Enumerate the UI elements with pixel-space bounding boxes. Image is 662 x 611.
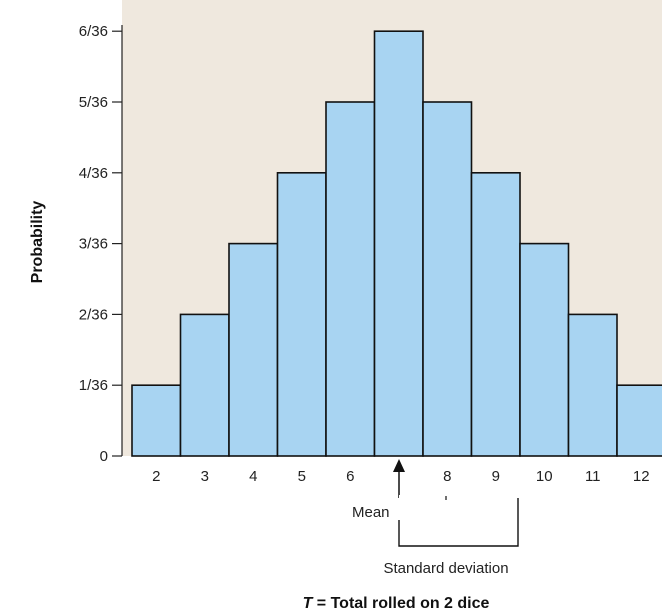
bar-2 — [131, 384, 182, 457]
bar-12 — [616, 384, 662, 457]
bar-11 — [567, 313, 618, 457]
bar-5 — [276, 172, 327, 457]
y-ticks-group: 0 1/36 2/36 3/36 4/36 5/36 6/36 — [79, 23, 122, 465]
x-tick-label-12: 12 — [633, 468, 650, 485]
bar-8 — [422, 101, 473, 457]
y-tick-label: 0 — [100, 448, 108, 465]
bar-10 — [519, 242, 570, 457]
x-axis-label-rest: = Total rolled on 2 dice — [312, 595, 489, 611]
y-tick-label: 4/36 — [79, 165, 108, 182]
y-tick-label: 2/36 — [79, 306, 108, 323]
bar-9 — [470, 172, 521, 457]
std-label: Standard deviation — [383, 560, 508, 577]
bar-7 — [373, 30, 424, 457]
y-axis-label: Probability — [29, 201, 46, 284]
x-tick-label-8: 8 — [443, 468, 451, 485]
y-tick-label: 3/36 — [79, 236, 108, 253]
y-tick-label: 6/36 — [79, 23, 108, 40]
annotations-group: Mean Standard deviation — [352, 459, 519, 577]
mean-label: Mean — [352, 504, 390, 521]
bar-3 — [179, 313, 230, 457]
x-tick-label-10: 10 — [536, 468, 553, 485]
bar-6 — [325, 101, 376, 457]
x-tick-label-3: 3 — [201, 468, 209, 485]
x-ticks-group: 2 3 4 5 6 8 9 10 11 12 — [152, 468, 650, 485]
x-tick-label-11: 11 — [585, 468, 601, 485]
bar-4 — [228, 242, 279, 457]
bars-group — [131, 30, 662, 457]
x-axis-label: T = Total rolled on 2 dice — [303, 595, 490, 611]
x-tick-label-4: 4 — [249, 468, 257, 485]
mean-arrow-head — [393, 459, 405, 472]
x-tick-label-6: 6 — [346, 468, 354, 485]
x-axis-label-variable: T — [303, 595, 314, 611]
std-bracket — [398, 498, 519, 547]
x-tick-label-2: 2 — [152, 468, 160, 485]
y-tick-label: 5/36 — [79, 94, 108, 111]
y-tick-label: 1/36 — [79, 377, 108, 394]
x-tick-label-5: 5 — [298, 468, 306, 485]
x-tick-label-9: 9 — [492, 468, 500, 485]
